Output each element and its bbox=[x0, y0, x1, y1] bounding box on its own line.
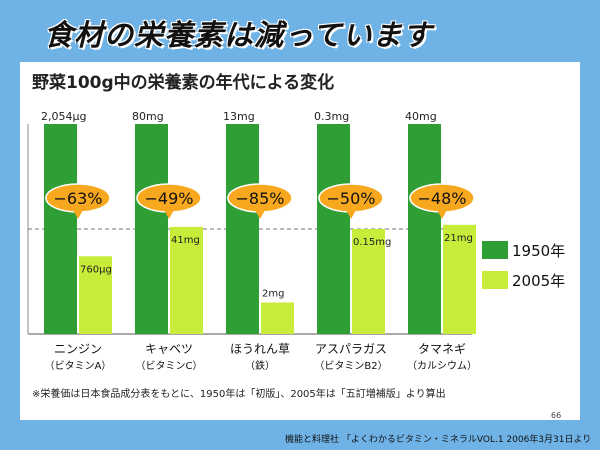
data-label-1950: 2,054μg bbox=[41, 110, 86, 123]
page-number: 66 bbox=[551, 411, 562, 420]
chart-title: 野菜100g中の栄養素の年代による変化 bbox=[32, 73, 335, 93]
data-label-1950: 40mg bbox=[405, 110, 437, 123]
category-sublabel: （ビタミンB2） bbox=[314, 360, 387, 372]
source-citation: 機能と料理社 「よくわかるビタミン・ミネラルVOL.1 2006年3月31日より bbox=[285, 435, 592, 445]
bar-1950 bbox=[44, 124, 77, 334]
data-label-2005: 0.15mg bbox=[353, 237, 391, 248]
bar-2005 bbox=[261, 302, 294, 334]
category-label: ニンジン bbox=[54, 342, 102, 356]
category-sublabel: （ビタミンA） bbox=[45, 360, 112, 372]
legend-swatch bbox=[482, 241, 508, 259]
change-percent-label: −50% bbox=[327, 189, 376, 208]
category-sublabel: （ビタミンC） bbox=[136, 360, 203, 372]
bar-2005 bbox=[79, 256, 112, 334]
change-percent-label: −63% bbox=[54, 189, 103, 208]
change-badge-pointer bbox=[255, 210, 265, 219]
chart-panel: 野菜100g中の栄養素の年代による変化 2,054μg 760μg −63% ニンジン… bbox=[20, 62, 580, 420]
bar-1950 bbox=[226, 124, 259, 334]
slide-title: 食材の栄養素は減っています bbox=[44, 18, 433, 52]
data-label-1950: 13mg bbox=[223, 110, 255, 123]
category-sublabel: （鉄） bbox=[245, 359, 275, 372]
legend-label: 2005年 bbox=[512, 272, 565, 290]
category-label: キャベツ bbox=[145, 342, 193, 356]
change-percent-label: −85% bbox=[236, 189, 285, 208]
category-label: アスパラガス bbox=[315, 342, 387, 356]
legend-swatch bbox=[482, 271, 508, 289]
data-label-2005: 21mg bbox=[444, 233, 473, 244]
category-label: タマネギ bbox=[418, 342, 466, 356]
bar-1950 bbox=[408, 124, 441, 334]
change-badge-pointer bbox=[346, 210, 356, 219]
data-label-1950: 0.3mg bbox=[314, 110, 349, 123]
footnote: ※栄養価は日本食品成分表をもとに、1950年は「初版」、2005年は「五訂増補版… bbox=[32, 389, 446, 400]
data-label-2005: 2mg bbox=[262, 289, 284, 300]
category-label: ほうれん草 bbox=[230, 342, 290, 356]
change-percent-label: −49% bbox=[145, 189, 194, 208]
bar-2005 bbox=[352, 229, 385, 334]
bar-1950 bbox=[317, 124, 350, 334]
data-label-2005: 41mg bbox=[171, 235, 200, 246]
change-badge-pointer bbox=[164, 210, 174, 219]
data-label-2005: 760μg bbox=[80, 264, 112, 275]
bar-2005 bbox=[170, 226, 203, 334]
bar-chart: 2,054μg 760μg −63% ニンジン （ビタミンA） 80mg 41mg −49% キ… bbox=[27, 110, 565, 372]
change-badge-pointer bbox=[437, 210, 447, 219]
change-percent-label: −48% bbox=[418, 189, 467, 208]
category-sublabel: （カルシウム） bbox=[407, 360, 477, 372]
bar-1950 bbox=[135, 124, 168, 334]
bar-2005 bbox=[443, 224, 476, 334]
data-label-1950: 80mg bbox=[132, 110, 164, 123]
legend-label: 1950年 bbox=[512, 242, 565, 260]
change-badge-pointer bbox=[73, 210, 83, 219]
